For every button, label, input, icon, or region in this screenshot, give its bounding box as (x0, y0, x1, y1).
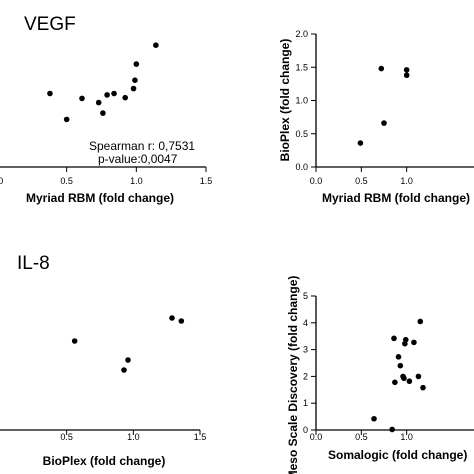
x-tick-label: 1.5 (200, 176, 213, 186)
y-tick-label: 2.0 (295, 29, 308, 39)
il8-scatter-panel: IL-8 0.5 1.0 1.5 BioPlex (fold change) (0, 253, 206, 468)
data-point (381, 120, 387, 126)
x-tick-label: 1.0 (127, 432, 140, 442)
y-tick-label: 4 (303, 318, 308, 328)
data-point (417, 318, 424, 325)
x-tick-label: 1.0 (400, 176, 413, 186)
data-point (121, 367, 127, 373)
data-point (406, 378, 413, 385)
data-point (411, 339, 417, 346)
data-point (122, 94, 128, 101)
msd-somalogic-ticks: 0.0 0.5 1.0 0 1 2 3 4 5 (303, 291, 413, 442)
msd-somalogic-y-axis-label: Meso Scale Discovery (fold change) (286, 276, 300, 474)
data-point (125, 357, 131, 363)
msd-somalogic-points (371, 318, 426, 433)
il8-x-axis-label: BioPlex (fold change) (43, 454, 166, 468)
data-point (395, 354, 402, 360)
y-tick-label: 3 (303, 345, 308, 355)
data-point (401, 375, 407, 382)
data-point (178, 318, 185, 324)
data-point (153, 42, 159, 48)
spearman-r-annotation: Spearman r: 0,7531 (89, 139, 195, 153)
data-point (357, 140, 364, 146)
y-tick-label: 0.5 (295, 129, 308, 139)
y-tick-label: 1.5 (295, 62, 308, 72)
y-tick-label: 1 (303, 398, 308, 408)
data-point (95, 99, 102, 106)
bioplex-vs-myriad-panel: 0.0 0.5 1.0 0.0 0.5 1.0 1.5 2.0 Myriad RBM (fol… (278, 29, 474, 205)
il8-x-ticks: 0.5 1.0 1.5 (60, 430, 206, 442)
y-tick-label: 2 (303, 371, 308, 381)
vegf-points (47, 42, 159, 123)
x-tick-label: 1.0 (130, 176, 143, 186)
x-tick-label: 0.0 (310, 176, 323, 186)
x-tick-label: 0.0 (0, 176, 3, 186)
bioplex-myriad-x-axis-label: Myriad RBM (fold change) (322, 191, 470, 205)
data-point (415, 373, 422, 380)
bioplex-myriad-y-axis-label: BioPlex (fold change) (278, 39, 292, 162)
data-point (47, 90, 53, 97)
x-tick-label: 0.5 (355, 176, 368, 186)
x-tick-label: 1.0 (400, 432, 413, 442)
data-point (402, 336, 409, 343)
il8-panel-title: IL-8 (17, 253, 50, 274)
y-tick-label: 0.0 (295, 162, 308, 172)
bioplex-myriad-points (357, 65, 410, 146)
y-tick-label: 5 (303, 291, 308, 301)
data-point (104, 92, 110, 98)
x-tick-label: 0.5 (355, 432, 368, 442)
data-point (169, 315, 175, 321)
data-point (130, 85, 137, 92)
x-tick-label: 1.5 (194, 432, 207, 442)
data-point (111, 90, 117, 97)
data-point (403, 72, 410, 79)
x-tick-label: 0.0 (310, 432, 323, 442)
data-point (63, 116, 70, 123)
data-point (389, 426, 395, 433)
y-tick-label: 1.0 (295, 96, 308, 106)
data-point (132, 77, 138, 83)
data-point (397, 362, 404, 369)
data-point (392, 379, 398, 386)
data-point (79, 95, 85, 102)
data-point (133, 61, 140, 67)
data-point (420, 384, 426, 391)
vegf-scatter-panel: VEGF 0.0 0.5 1.0 1.5 Spearman r: 0,7531 p-v… (0, 14, 212, 205)
bioplex-myriad-ticks: 0.0 0.5 1.0 0.0 0.5 1.0 1.5 2.0 (295, 29, 412, 186)
data-point (391, 335, 397, 342)
il8-points (71, 315, 185, 373)
vegf-x-ticks: 0.0 0.5 1.0 1.5 (0, 167, 212, 186)
data-point (403, 67, 410, 73)
msd-somalogic-x-axis-label: Somalogic (fold change) (328, 448, 467, 462)
x-tick-label: 0.5 (60, 176, 73, 186)
data-point (100, 110, 106, 116)
vegf-panel-title: VEGF (24, 14, 76, 35)
p-value-annotation: p-value:0,0047 (98, 152, 178, 166)
y-tick-label: 0 (303, 425, 308, 435)
vegf-x-axis-label: Myriad RBM (fold change) (26, 191, 174, 205)
data-point (378, 65, 385, 72)
data-point (71, 338, 78, 344)
x-tick-label: 0.5 (60, 432, 73, 442)
data-point (371, 415, 377, 422)
